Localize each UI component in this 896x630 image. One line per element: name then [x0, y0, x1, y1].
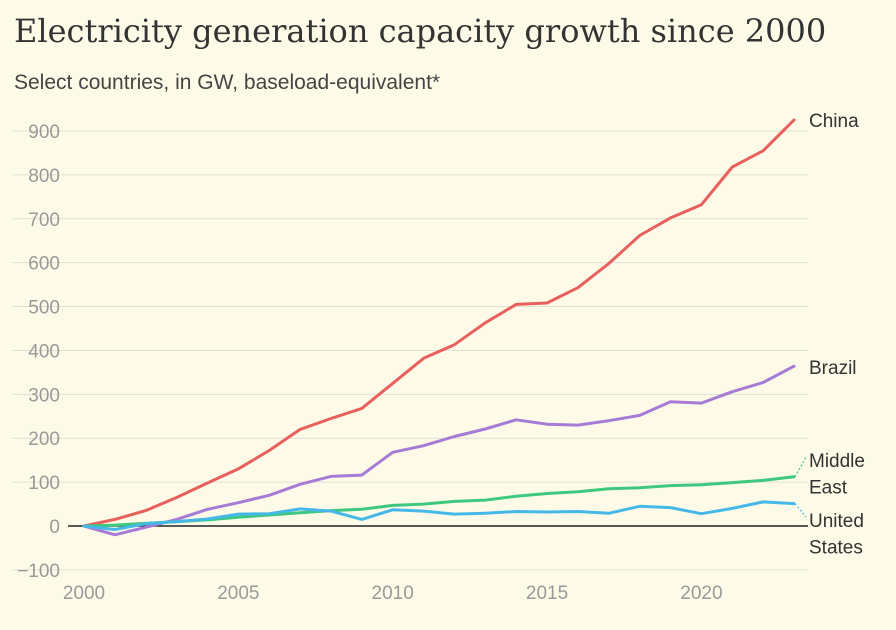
series-label-united-states: United States — [809, 511, 864, 559]
chart-title: Electricity generation capacity growth s… — [14, 12, 826, 50]
chart-subtitle: Select countries, in GW, baseload-equiva… — [14, 71, 440, 94]
y-tick-label: 100 — [28, 473, 60, 494]
x-tick-label: 2005 — [217, 583, 259, 604]
x-tick-label: 2000 — [63, 583, 105, 604]
x-tick-label: 2015 — [526, 583, 568, 604]
y-tick-label: 900 — [28, 122, 60, 143]
y-tick-label: 0 — [49, 517, 60, 538]
x-tick-label: 2020 — [680, 583, 722, 604]
series-lines — [82, 118, 796, 537]
y-tick-label: −100 — [17, 561, 60, 582]
series-line-brazil — [82, 364, 796, 537]
series-line-china — [82, 118, 796, 528]
x-axis-ticks: 2000 2005 2010 2015 2020 — [63, 583, 723, 604]
series-line-middle-east — [82, 475, 796, 528]
x-tick-label: 2010 — [372, 583, 414, 604]
y-tick-label: 200 — [28, 429, 60, 450]
leader-line-united-states — [794, 503, 807, 518]
y-tick-label: 700 — [28, 210, 60, 231]
y-tick-label: 600 — [28, 254, 60, 275]
y-tick-label: 800 — [28, 166, 60, 187]
y-tick-label: 500 — [28, 298, 60, 319]
y-axis-ticks: −100 0 100 200 300 400 500 600 700 800 900 — [17, 122, 60, 582]
series-labels: China Brazil Middle East United States — [794, 111, 865, 559]
series-line-united-states — [82, 500, 796, 531]
series-label-middle-east: Middle East — [809, 451, 865, 499]
y-tick-label: 400 — [28, 341, 60, 362]
grid — [12, 130, 808, 571]
series-label-china: China — [809, 111, 859, 132]
series-label-brazil: Brazil — [809, 358, 857, 379]
y-tick-label: 300 — [28, 385, 60, 406]
leader-line-middle-east — [794, 456, 807, 478]
